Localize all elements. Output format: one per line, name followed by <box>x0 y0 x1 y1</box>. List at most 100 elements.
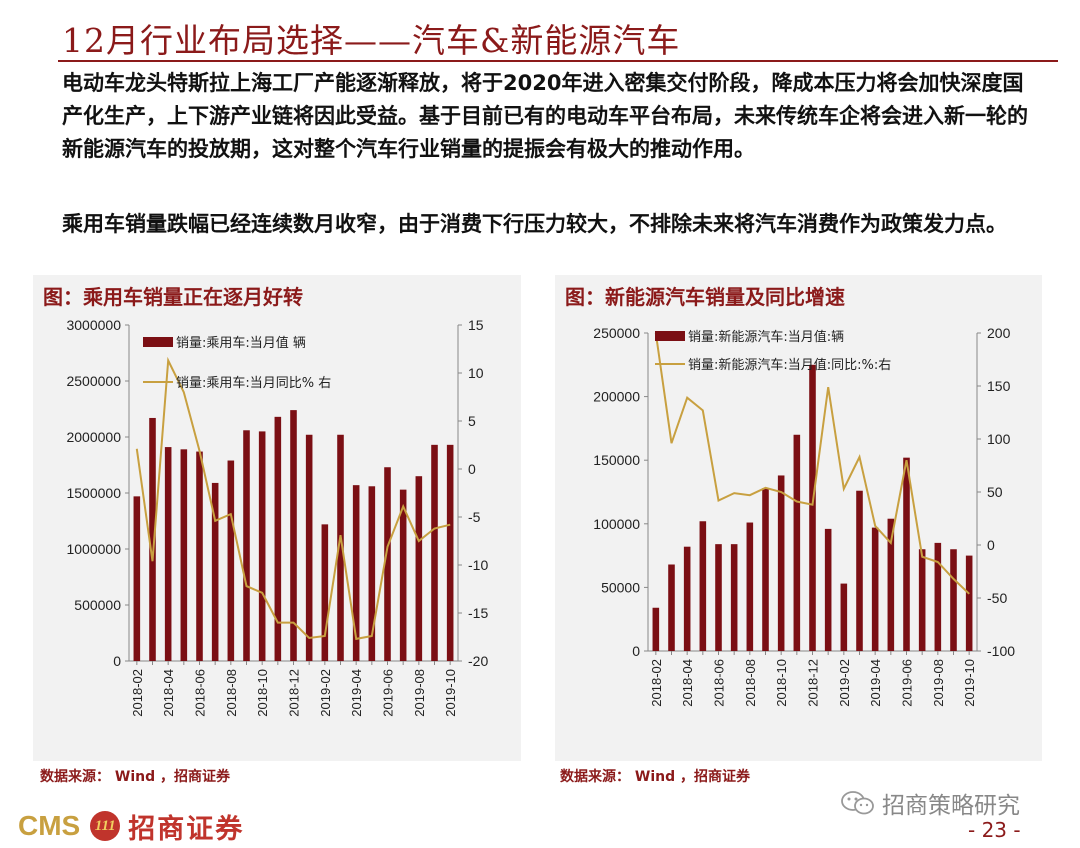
bar <box>290 410 297 661</box>
bar <box>918 549 926 651</box>
x-tick-label: 2019-06 <box>381 669 396 717</box>
bar <box>258 431 266 661</box>
x-tick-label: 2019-04 <box>868 659 883 707</box>
bar <box>730 544 738 651</box>
wechat-icon <box>840 790 876 816</box>
x-tick-label: 2019-04 <box>349 669 364 717</box>
y2-tick-label: -20 <box>468 653 488 669</box>
bar <box>415 476 423 661</box>
chart-title: 图：新能源汽车销量及同比增速 <box>565 285 845 309</box>
data-source-right: 数据来源： Wind ，招商证券 <box>560 769 750 785</box>
bar <box>715 544 722 651</box>
bar <box>274 416 282 661</box>
bar <box>243 430 250 661</box>
x-tick-label: 2019-02 <box>318 669 333 717</box>
bar <box>446 444 454 661</box>
y2-tick-label: -15 <box>468 605 488 621</box>
x-tick-label: 2019-06 <box>900 659 915 707</box>
y2-tick-label: 5 <box>468 413 476 429</box>
bar <box>903 457 910 651</box>
x-tick-label: 2018-02 <box>130 669 145 717</box>
logo-cms-text: CMS <box>18 810 81 841</box>
y-tick-label: 0 <box>113 653 121 669</box>
nev-sales-chart: 0 50000 100000 150000 200000 250000 -100 -50 0 50… <box>593 325 1015 707</box>
page-title: 12月行业布局选择——汽车&新能源汽车 <box>62 21 681 60</box>
bar <box>793 434 801 651</box>
x-tick-label: 2018-08 <box>743 659 758 707</box>
title-divider <box>58 60 1058 62</box>
bar <box>211 482 219 661</box>
x-tick-label: 2019-08 <box>412 669 427 717</box>
bar <box>668 564 675 651</box>
legend-bar-label: 销量:新能源汽车:当月值:辆 <box>688 329 844 345</box>
y2-tick-label: 150 <box>987 378 1011 394</box>
bar <box>149 417 156 661</box>
paragraph-2: 乘用车销量跌幅已经连续数月收窄，由于消费下行压力较大，不排除未来将汽车消费作为政… <box>62 212 1007 236</box>
y2-tick-label: 0 <box>468 461 476 477</box>
y2-tick-label: 50 <box>987 484 1003 500</box>
chart-panel-nev: 图：新能源汽车销量及同比增速 0 50000 100000 150000 200000 2… <box>555 275 1042 761</box>
x-tick-label: 2018-12 <box>287 669 302 717</box>
bar <box>399 489 407 661</box>
bar <box>856 490 863 651</box>
y-tick-label: 150000 <box>593 452 640 468</box>
bar <box>809 364 816 651</box>
watermark-text: 招商策略研究 <box>882 793 1020 819</box>
bar <box>384 467 391 661</box>
bar <box>305 434 313 661</box>
bar <box>431 444 438 661</box>
bar <box>352 485 360 661</box>
bar <box>746 522 754 651</box>
x-tick-label: 2018-06 <box>193 669 208 717</box>
x-tick-label: 2019-10 <box>443 669 458 717</box>
bar <box>196 451 203 661</box>
y2-tick-label: 15 <box>468 317 484 333</box>
wechat-watermark: 招商策略研究 <box>840 786 1020 820</box>
legend-line-label: 销量:乘用车:当月同比% 右 <box>176 375 331 391</box>
y2-tick-label: -5 <box>468 509 481 525</box>
y2-tick-label: -100 <box>987 643 1015 659</box>
chart-title: 图：乘用车销量正在逐月好转 <box>43 285 303 309</box>
x-tick-label: 2018-04 <box>680 659 695 707</box>
passenger-car-sales-chart: 0 500000 1000000 1500000 2000000 2500000 30000… <box>66 317 488 717</box>
y-tick-label: 200000 <box>593 389 640 405</box>
bar <box>164 447 172 661</box>
bar <box>652 607 660 651</box>
data-source-left: 数据来源： Wind ，招商证券 <box>40 769 230 785</box>
y-tick-label: 1500000 <box>66 485 121 501</box>
x-tick-label: 2018-02 <box>649 659 664 707</box>
y-tick-label: 500000 <box>74 597 121 613</box>
bar <box>934 542 942 651</box>
y2-tick-label: -50 <box>987 590 1007 606</box>
legend-bar-label: 销量:乘用车:当月值 辆 <box>176 335 306 351</box>
bar <box>840 583 848 651</box>
chart-panel-passenger-cars: 图：乘用车销量正在逐月好转 0 500000 1000000 1500000 20000… <box>33 275 521 761</box>
bar <box>227 460 235 661</box>
x-tick-label: 2019-10 <box>962 659 977 707</box>
logo-badge-icon: 111 <box>90 811 121 841</box>
x-tick-label: 2019-02 <box>837 659 852 707</box>
y2-tick-label: 10 <box>468 365 484 381</box>
x-tick-label: 2018-08 <box>224 669 239 717</box>
bar <box>762 488 769 651</box>
bar <box>950 549 957 651</box>
x-tick-label: 2019-08 <box>931 659 946 707</box>
bar <box>824 528 832 651</box>
legend-bar-swatch <box>143 337 173 347</box>
y2-tick-label: 0 <box>987 537 995 553</box>
bar <box>133 496 141 661</box>
x-tick-label: 2018-06 <box>712 659 727 707</box>
x-tick-label: 2018-04 <box>161 669 176 717</box>
bar <box>699 521 707 651</box>
bar <box>777 475 785 651</box>
bar <box>683 546 691 651</box>
bar <box>368 486 376 661</box>
y-tick-label: 250000 <box>593 325 640 341</box>
legend-line-label: 销量:新能源汽车:当月值:同比:%:右 <box>688 357 891 373</box>
bar <box>965 555 973 651</box>
x-tick-label: 2018-10 <box>255 669 270 717</box>
y-tick-label: 0 <box>632 643 640 659</box>
y2-tick-label: -10 <box>468 557 488 573</box>
bar <box>871 527 879 651</box>
y-tick-label: 50000 <box>601 579 640 595</box>
